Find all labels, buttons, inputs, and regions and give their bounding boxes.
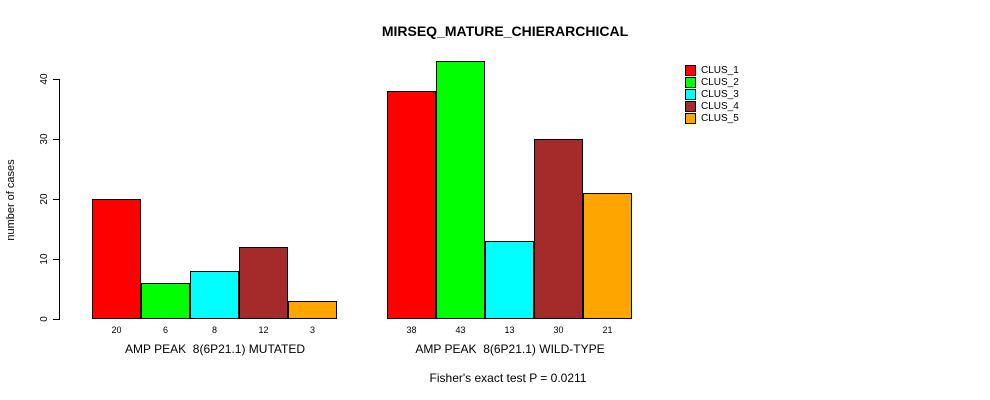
bar-clus_5-group2 [583,193,632,319]
y-tick-label-10: 10 [39,253,50,265]
bar-clus_2-group2 [436,61,485,319]
bar-value-label: 3 [309,325,316,335]
y-tick-label-20: 20 [39,193,50,205]
bar-value-label: 21 [602,325,613,335]
y-axis-label: number of cases [5,159,17,241]
bar-clus_4-group2 [534,139,583,319]
bar-clus_1-group2 [387,91,436,319]
x-group-label-wild-type: AMP PEAK 8(6P21.1) WILD-TYPE [415,342,605,356]
legend-swatch-clus_1 [685,65,696,76]
y-tick-mark-20 [53,199,59,200]
y-tick-mark-40 [53,79,59,80]
y-axis-line [59,79,60,320]
y-tick-mark-10 [53,259,59,260]
bar-value-label: 6 [162,325,169,335]
bar-value-label: 30 [553,325,564,335]
y-tick-label-0: 0 [39,316,50,322]
bar-value-label: 12 [258,325,269,335]
bar-value-label: 20 [111,325,122,335]
y-tick-mark-0 [53,319,59,320]
bar-clus_3-group1 [190,271,239,319]
legend-swatch-clus_4 [685,101,696,112]
bar-value-label: 13 [504,325,515,335]
bar-clus_1-group1 [92,199,141,319]
chart-title: MIRSEQ_MATURE_CHIERARCHICAL [381,23,629,39]
legend-swatch-clus_3 [685,89,696,100]
y-tick-label-30: 30 [39,133,50,145]
fisher-test-annotation: Fisher's exact test P = 0.0211 [429,371,587,385]
legend-label-clus_4: CLUS_4 [701,101,739,112]
legend-label-clus_3: CLUS_3 [701,89,739,100]
y-tick-mark-30 [53,139,59,140]
legend-swatch-clus_2 [685,77,696,88]
legend-label-clus_2: CLUS_2 [701,77,739,88]
bar-value-label: 8 [211,325,218,335]
legend-swatch-clus_5 [685,113,696,124]
legend-label-clus_5: CLUS_5 [701,113,739,124]
y-tick-label-40: 40 [39,73,50,85]
bar-clus_2-group1 [141,283,190,319]
bar-value-label: 43 [455,325,466,335]
x-group-label-mutated: AMP PEAK 8(6P21.1) MUTATED [124,342,306,356]
bar-clus_3-group2 [485,241,534,319]
bar-clus_5-group1 [288,301,337,319]
bar-clus_4-group1 [239,247,288,319]
bar-value-label: 38 [406,325,417,335]
legend-label-clus_1: CLUS_1 [701,65,739,76]
